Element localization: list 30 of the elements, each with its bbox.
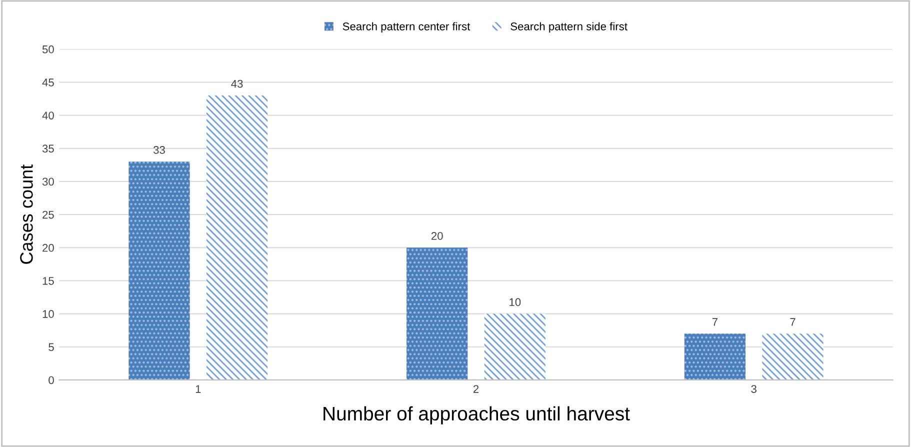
data-label: 7 — [790, 318, 796, 326]
data-label: 20 — [431, 232, 443, 240]
y-tick-label: 20 — [42, 244, 54, 252]
bar — [484, 314, 546, 380]
bar — [206, 95, 268, 380]
y-axis-title: Cases count — [20, 164, 33, 264]
y-tick-label: 30 — [42, 178, 54, 186]
y-tick-label: 50 — [42, 45, 54, 54]
bar — [128, 162, 190, 380]
x-tick-label: 1 — [196, 385, 201, 393]
y-tick-label: 35 — [42, 144, 54, 153]
data-label: 43 — [231, 80, 243, 88]
data-label: 7 — [712, 318, 718, 326]
y-tick-label: 15 — [42, 277, 54, 285]
legend-label: Search pattern center first — [342, 22, 470, 33]
y-tick-label: 5 — [48, 343, 54, 352]
bar — [406, 248, 468, 380]
y-tick-label: 10 — [42, 310, 54, 318]
y-tick-label: 25 — [42, 210, 54, 219]
y-tick-label: 0 — [48, 376, 54, 384]
y-tick-label: 45 — [42, 78, 54, 86]
x-axis-title: Number of approaches until harvest — [324, 406, 630, 424]
data-label: 33 — [153, 146, 165, 154]
x-tick-label: 2 — [473, 385, 479, 393]
y-tick-label: 40 — [42, 112, 54, 120]
x-tick-label: 3 — [751, 385, 756, 393]
bar — [684, 334, 746, 380]
legend-label: Search pattern side first — [510, 22, 628, 33]
bar — [762, 334, 824, 380]
data-label: 10 — [510, 298, 521, 306]
